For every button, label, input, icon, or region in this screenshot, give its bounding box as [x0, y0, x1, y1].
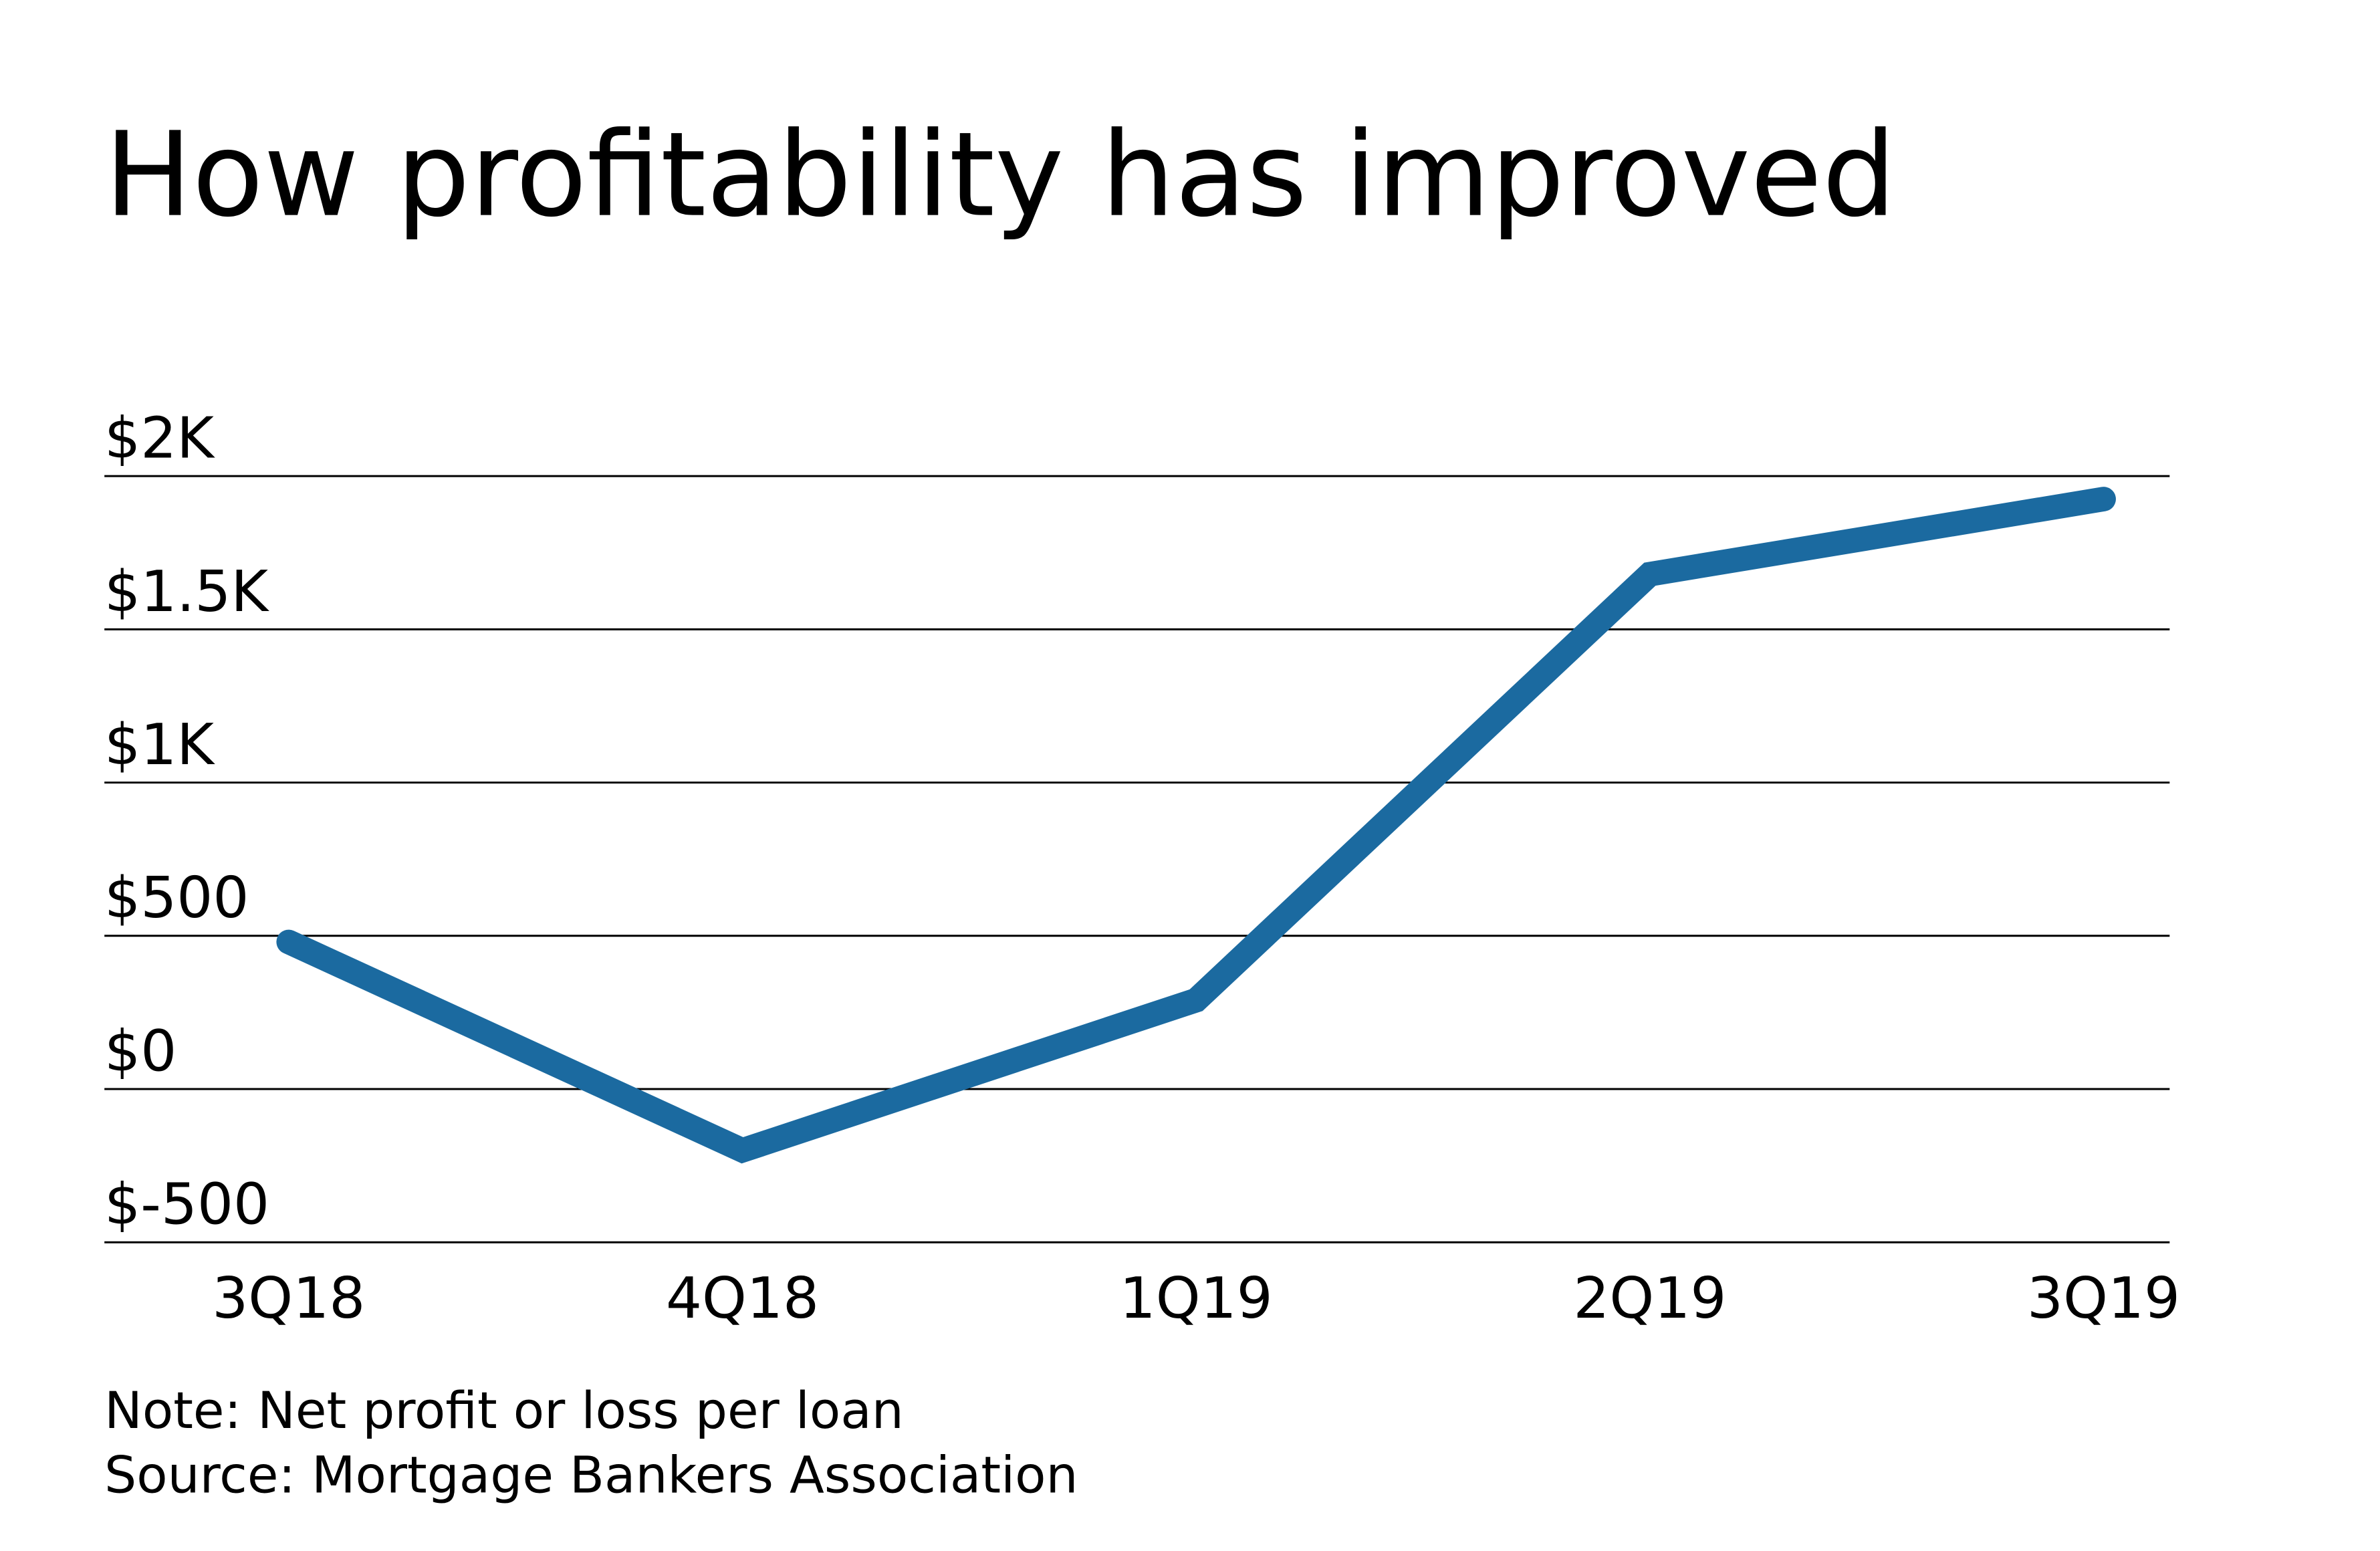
x-tick-label: 3Q19: [2027, 1266, 2180, 1332]
y-tick-label: $0: [104, 1018, 176, 1084]
series: [276, 487, 2116, 1164]
y-tick-label: $1.5K: [104, 559, 269, 625]
y-tick-label: $500: [104, 865, 249, 931]
chart-note: Note: Net profit or loss per loan: [104, 1381, 904, 1440]
y-tick-labels: $-500 $0 $500 $1K $1.5K $2K: [104, 406, 269, 1238]
chart-source: Source: Mortgage Bankers Association: [104, 1446, 1078, 1505]
chart-title: How profitability has improved: [104, 108, 1896, 243]
x-tick-labels: 3Q18 4Q18 1Q19 2Q19 3Q19: [212, 1266, 2180, 1332]
x-tick-label: 2Q19: [1573, 1266, 1726, 1332]
x-tick-label: 1Q19: [1120, 1266, 1273, 1332]
x-tick-label: 3Q18: [212, 1266, 365, 1332]
series-line: [276, 487, 2116, 1164]
gridlines: [104, 475, 2170, 1243]
x-tick-label: 4Q18: [666, 1266, 819, 1332]
y-tick-label: $-500: [104, 1172, 269, 1238]
y-tick-label: $1K: [104, 712, 215, 778]
y-tick-label: $2K: [104, 406, 215, 472]
